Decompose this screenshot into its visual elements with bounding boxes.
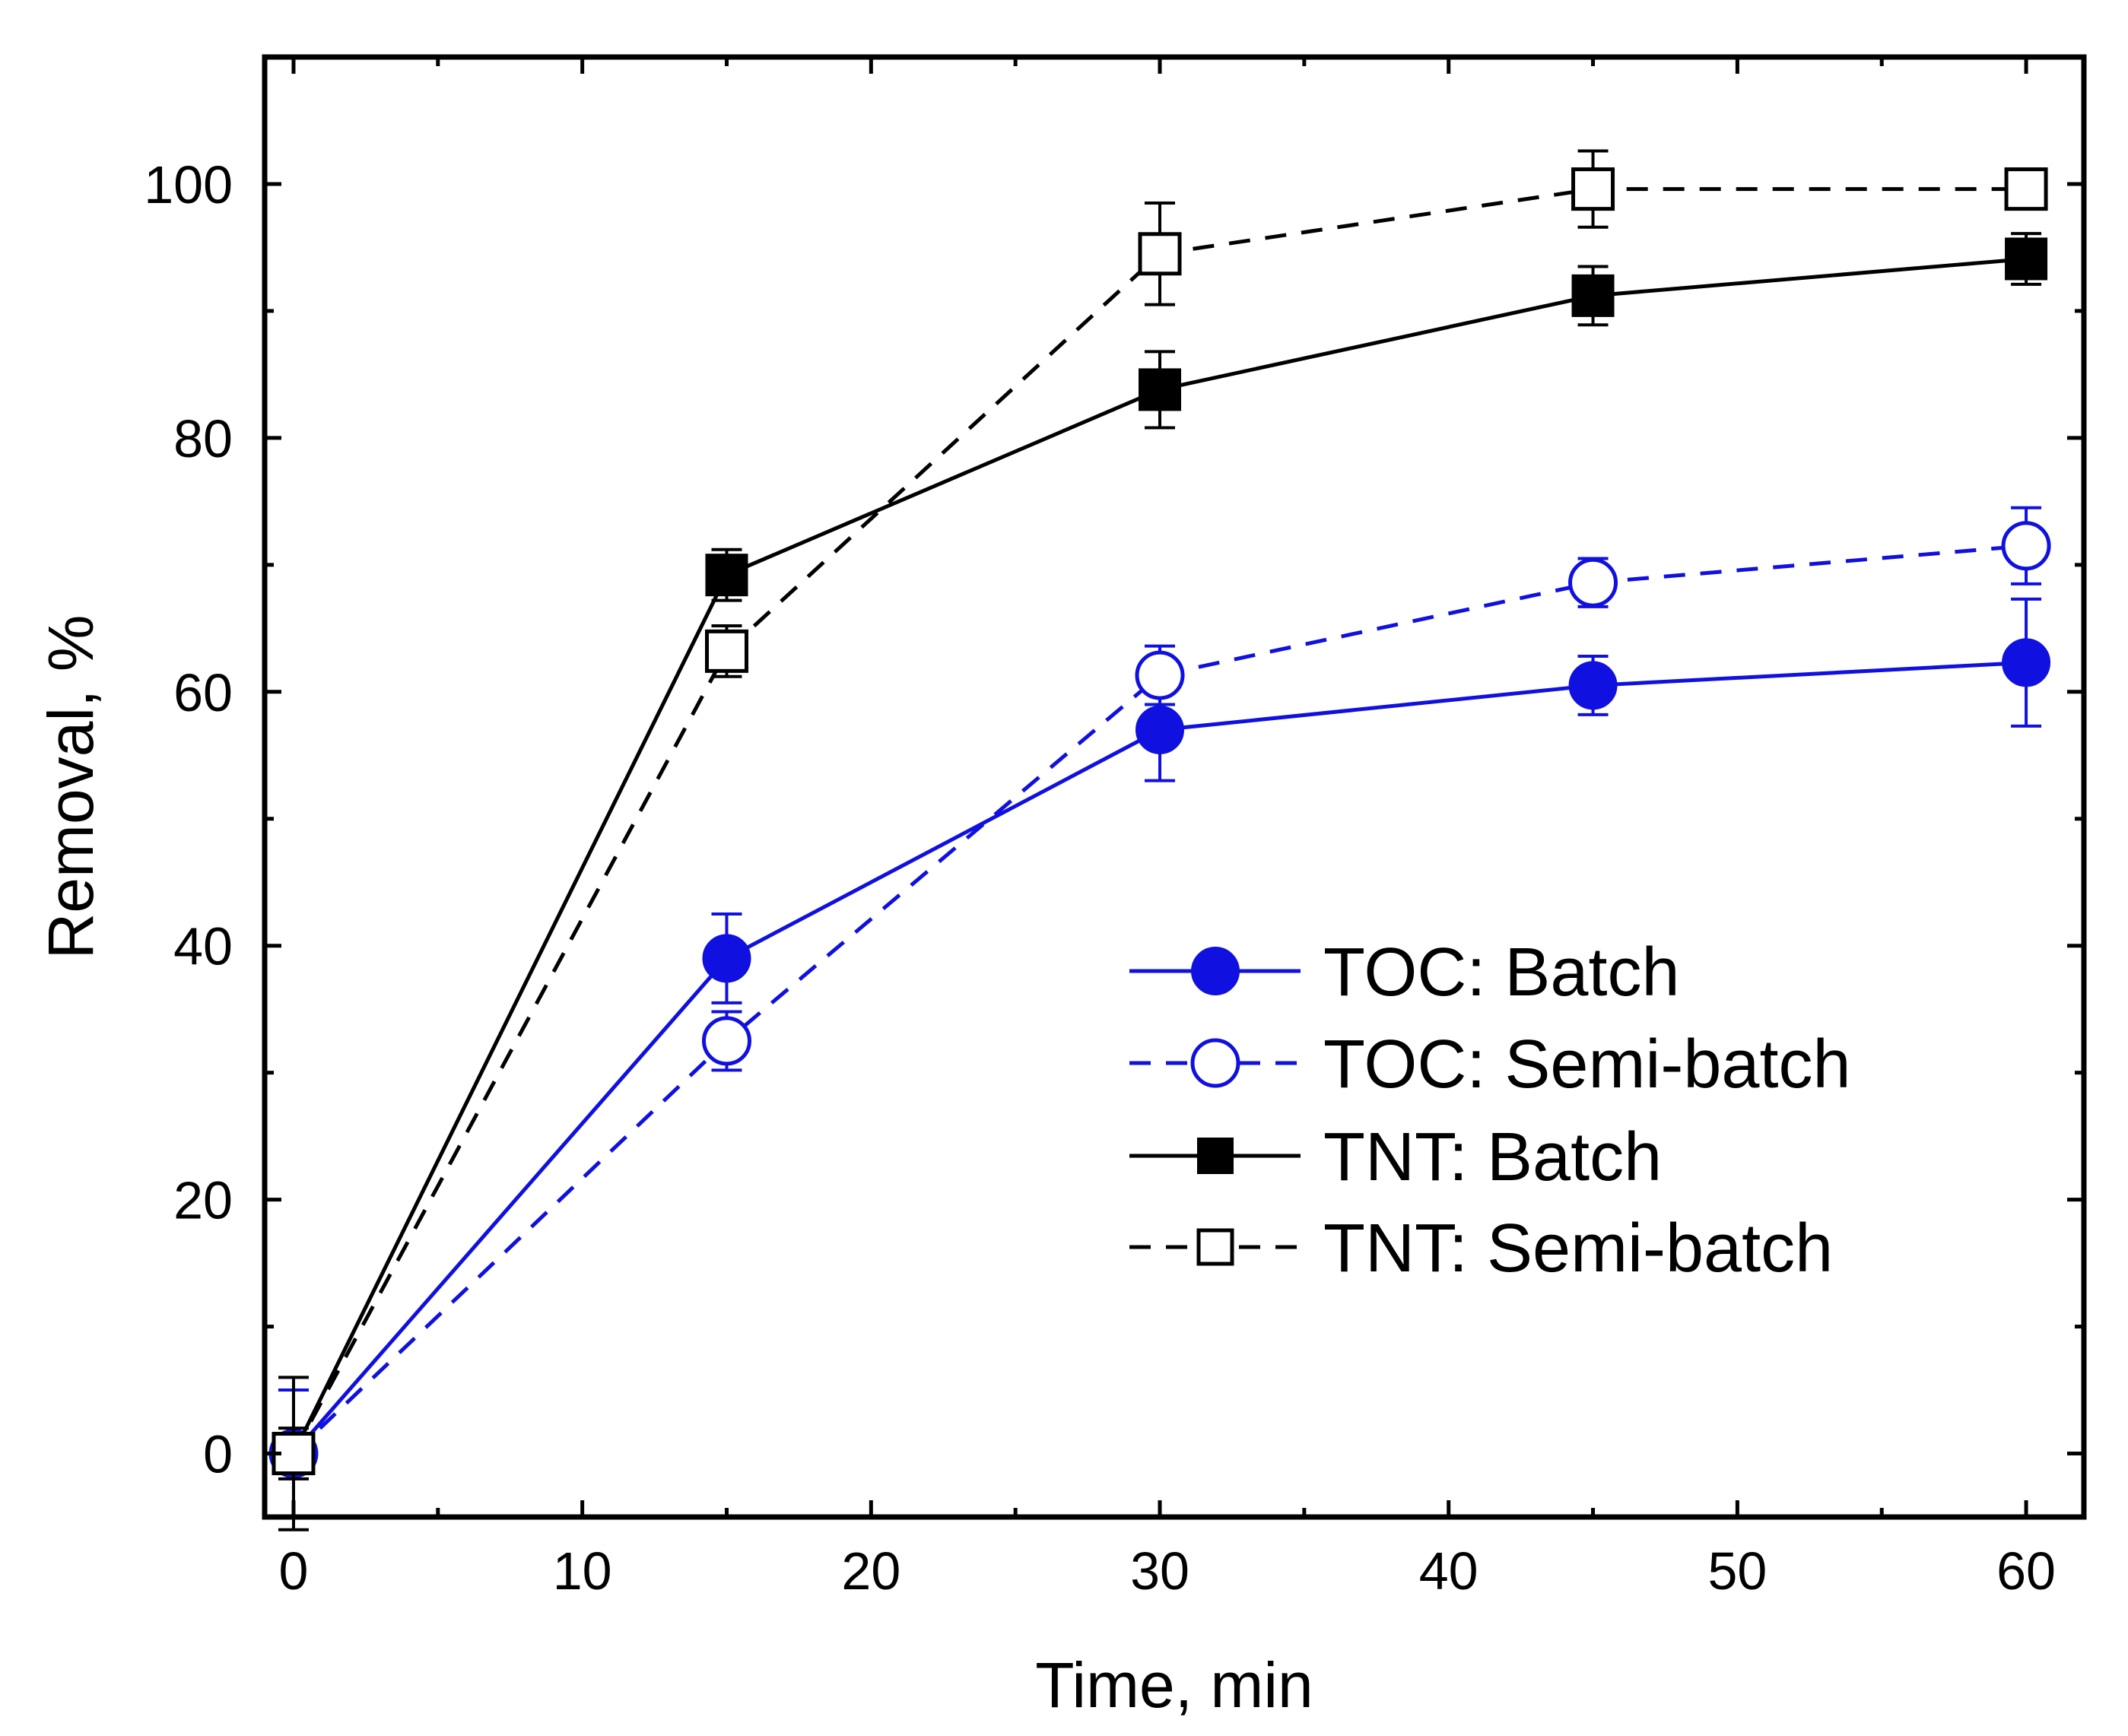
y-tick-label: 40 [173, 917, 233, 976]
data-point [1135, 705, 1185, 754]
legend-marker [1190, 1038, 1240, 1088]
y-tick-label: 20 [173, 1171, 233, 1230]
ticks-layer [265, 57, 2084, 1517]
data-point [1568, 557, 1618, 608]
y-axis-title: Removal, % [35, 615, 106, 960]
labels-layer: 0 10 20 30 40 50 60 0 20 40 60 80 100 [144, 155, 2056, 1601]
y-tick-label: 80 [173, 409, 233, 468]
x-tick-label: 40 [1419, 1541, 1478, 1601]
data-point [1138, 232, 1182, 276]
x-tick-label: 30 [1130, 1541, 1189, 1601]
legend-label: TOC: Batch [1323, 935, 1680, 1011]
plot-frame [262, 54, 2087, 1520]
series-layer [268, 149, 2051, 1531]
x-tick-label: 60 [1996, 1541, 2056, 1601]
data-point [702, 934, 751, 983]
y-tick-label: 60 [173, 663, 233, 722]
data-point [2002, 638, 2051, 687]
x-tick-label: 20 [841, 1541, 900, 1601]
x-tick-label: 50 [1707, 1541, 1767, 1601]
data-point [1571, 167, 1615, 211]
series-3-group [272, 149, 2048, 1531]
data-point [705, 554, 748, 597]
legend-label: TNT: Batch [1323, 1119, 1662, 1195]
data-point [1568, 661, 1618, 710]
legend: TOC: Batch TOC: Semi-batch TNT: Batch TNT: … [1129, 935, 1851, 1287]
data-point [1135, 650, 1185, 700]
y-tick-label: 0 [203, 1425, 233, 1484]
x-tick-label: 0 [278, 1541, 308, 1601]
data-point [2004, 167, 2048, 211]
x-axis-title: Time, min [1035, 1649, 1313, 1721]
x-tick-label: 10 [553, 1541, 612, 1601]
legend-marker [1191, 947, 1240, 995]
data-point [701, 1016, 751, 1066]
data-point [704, 629, 748, 673]
legend-marker [1196, 1228, 1234, 1266]
legend-label: TOC: Semi-batch [1323, 1027, 1851, 1103]
series-2-group [272, 232, 2048, 1481]
data-point [1571, 274, 1615, 317]
series-line [292, 544, 2027, 1455]
data-point [2005, 237, 2048, 281]
y-tick-label: 100 [144, 155, 233, 214]
data-point [2001, 521, 2051, 571]
data-point [1139, 368, 1182, 411]
legend-label: TNT: Semi-batch [1323, 1211, 1833, 1287]
legend-marker [1197, 1138, 1234, 1174]
